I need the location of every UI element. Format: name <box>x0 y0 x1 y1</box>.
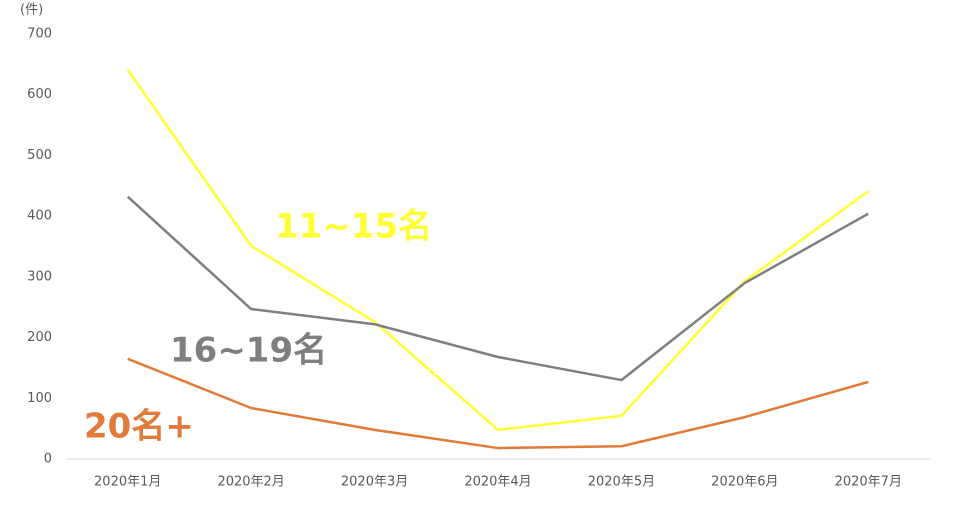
y-tick-label: 700 <box>27 27 52 42</box>
y-tick-label: 600 <box>27 87 52 102</box>
series-line <box>127 357 869 450</box>
y-unit: (件) <box>20 3 43 18</box>
series-line <box>126 195 869 382</box>
y-tick-label: 0 <box>44 452 52 467</box>
series-label: 16~19名 <box>170 331 327 371</box>
x-tick-label: 2020年6月 <box>711 475 778 490</box>
x-tick-label: 2020年7月 <box>835 475 902 490</box>
x-tick-label: 2020年4月 <box>464 475 531 490</box>
x-tick-label: 2020年2月 <box>217 475 284 490</box>
x-tick-label: 2020年5月 <box>588 475 655 490</box>
series-label: 20名+ <box>84 407 194 447</box>
y-tick-label: 300 <box>27 269 52 284</box>
y-tick-label: 500 <box>27 148 52 163</box>
x-tick-label: 2020年3月 <box>341 475 408 490</box>
x-tick-label: 2020年1月 <box>94 475 161 490</box>
series-label: 11~15名 <box>275 207 432 247</box>
series-line <box>126 69 870 432</box>
y-tick-label: 100 <box>27 391 52 406</box>
y-tick-label: 200 <box>27 330 52 345</box>
y-tick-label: 400 <box>27 209 52 224</box>
